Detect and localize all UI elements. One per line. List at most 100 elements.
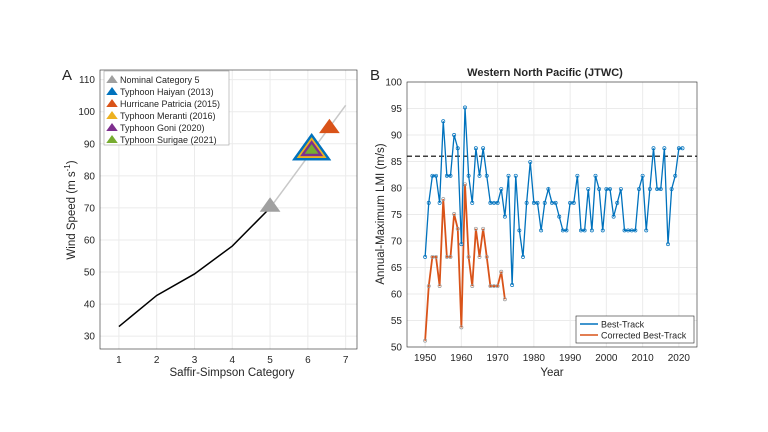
data-point [546, 187, 551, 192]
data-point [676, 146, 681, 151]
panel-a-ylabel-close: ) [66, 160, 78, 164]
data-point [495, 284, 500, 288]
data-point [492, 200, 496, 205]
x-tick-label: 2010 [632, 353, 655, 364]
x-tick-label: 6 [305, 355, 311, 366]
data-point [633, 228, 638, 233]
legend-marker [106, 99, 118, 107]
data-point [510, 283, 515, 287]
y-tick-label: 100 [385, 78, 402, 89]
data-point [618, 187, 623, 192]
data-point [669, 187, 674, 192]
data-point [535, 200, 540, 205]
x-tick-label: 1970 [487, 353, 510, 364]
y-tick-label: 60 [84, 235, 96, 246]
category-wind-curve [118, 207, 271, 328]
data-point [582, 228, 587, 233]
y-tick-label: 100 [78, 107, 95, 118]
y-tick-label: 60 [391, 290, 403, 301]
data-point [481, 226, 486, 231]
data-point [466, 173, 471, 178]
data-point [488, 284, 493, 288]
legend-label: Typhoon Goni (2020) [120, 123, 205, 133]
legend-box [103, 70, 230, 146]
data-point [640, 173, 645, 178]
data-point [539, 228, 544, 233]
data-point [550, 200, 554, 205]
data-point [506, 173, 511, 178]
legend-marker [106, 135, 118, 143]
data-point [444, 173, 449, 178]
y-tick-label: 110 [79, 75, 95, 86]
data-point [673, 173, 678, 178]
x-tick-label: 2 [154, 355, 160, 366]
data-point [629, 228, 634, 233]
panel-b-label: B [370, 67, 380, 84]
data-point [557, 214, 562, 219]
data-point [423, 338, 428, 343]
data-point [437, 284, 442, 288]
x-tick-label: 7 [343, 355, 349, 366]
series-line [424, 184, 506, 341]
y-tick-label: 70 [84, 203, 96, 214]
data-point [651, 146, 656, 151]
data-point [571, 200, 576, 205]
data-point [604, 187, 609, 192]
data-point [560, 228, 565, 233]
x-tick-label: 4 [229, 355, 235, 366]
data-point [579, 228, 583, 233]
data-point [600, 228, 605, 233]
x-tick-label: 2000 [595, 353, 618, 364]
data-point [662, 146, 667, 151]
panel-b: 1950 1960 1970 1980 1990 2000 2010 2020 50 55 60 65… [385, 78, 698, 364]
y-tick-label: 55 [391, 316, 403, 327]
data-point [481, 146, 486, 151]
data-point [455, 226, 460, 231]
y-tick-label: 70 [391, 237, 403, 248]
panel-b-xlabel: Year [540, 367, 563, 379]
x-tick-label: 1990 [559, 353, 582, 364]
storm-marker [259, 197, 281, 212]
data-point [517, 228, 522, 233]
y-tick-label: 30 [84, 332, 96, 343]
y-tick-label: 75 [391, 210, 403, 221]
legend-label: Typhoon Meranti (2016) [120, 111, 216, 121]
legend-box [575, 315, 695, 344]
data-point [564, 228, 569, 233]
data-point [553, 200, 558, 205]
data-point [513, 173, 518, 178]
data-point [680, 146, 685, 151]
data-point [430, 254, 435, 259]
y-tick-label: 50 [391, 343, 403, 354]
data-point [658, 187, 663, 192]
data-point [459, 325, 464, 330]
y-tick-label: 65 [391, 263, 403, 274]
data-point [441, 119, 446, 124]
data-point [608, 187, 612, 192]
data-point [488, 200, 493, 205]
y-tick-label: 40 [84, 300, 96, 311]
data-point [470, 284, 475, 288]
data-point [568, 200, 573, 205]
axes-box [99, 69, 358, 350]
data-point [622, 228, 627, 233]
data-point [448, 173, 453, 178]
data-point [430, 173, 435, 178]
data-point [423, 254, 428, 259]
data-point [437, 200, 442, 205]
panel-a-ylabel-text: Wind Speed (m s [66, 171, 78, 259]
data-point [528, 160, 533, 164]
data-point [655, 187, 660, 192]
data-point [524, 200, 529, 205]
data-point [484, 254, 489, 259]
legend-label: Hurricane Patricia (2015) [120, 99, 220, 109]
data-point [626, 228, 631, 233]
data-point [473, 146, 478, 151]
y-tick-label: 90 [391, 131, 403, 142]
data-point [452, 212, 457, 216]
legend-label: Nominal Category 5 [120, 75, 200, 85]
legend-marker [106, 75, 118, 83]
data-point [459, 242, 464, 247]
